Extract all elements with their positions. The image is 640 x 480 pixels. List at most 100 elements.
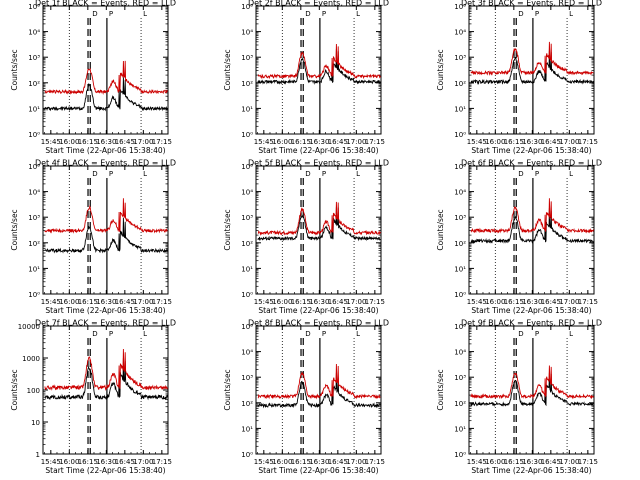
- y-tick-label: 10³: [454, 374, 466, 382]
- x-tick-label: 16:30: [96, 298, 116, 306]
- y-tick-label: 10²: [241, 240, 253, 248]
- y-tick-label: 10⁰: [241, 291, 253, 299]
- marker-label-l: L: [569, 330, 573, 338]
- x-tick-label: 15:45: [467, 298, 487, 306]
- x-tick-label: 16:15: [504, 298, 524, 306]
- plot-frame: [42, 5, 169, 135]
- x-tick-label: 17:00: [133, 458, 153, 466]
- y-tick-label: 10⁰: [454, 131, 466, 139]
- x-tick-label: 17:15: [578, 298, 598, 306]
- plot-title: Det 2f BLACK = Events, RED = LLD: [248, 0, 389, 8]
- plot-frame: [255, 165, 382, 295]
- x-tick-label: 17:15: [152, 138, 172, 146]
- marker-label-p: P: [322, 10, 326, 18]
- x-tick-label: 16:45: [328, 298, 348, 306]
- x-tick-label: 17:00: [133, 298, 153, 306]
- panel-det-8: Det 8f BLACK = Events, RED = LLD 10⁰ 10¹ 10…: [223, 319, 389, 476]
- x-tick-label: 17:15: [365, 298, 385, 306]
- x-tick-label: 15:45: [467, 458, 487, 466]
- y-tick-label: 10000: [18, 323, 40, 331]
- y-tick-label: 1000: [22, 355, 40, 363]
- marker-label-p: P: [109, 330, 113, 338]
- y-tick-label: 10¹: [241, 425, 253, 433]
- x-axis-label: Start Time (22-Apr-06 15:38:40): [258, 466, 378, 475]
- panel-det-2: Det 2f BLACK = Events, RED = LLD 10⁰ 10¹ 10…: [223, 0, 389, 155]
- marker-label-l: L: [143, 330, 147, 338]
- panel-det-5: Det 5f BLACK = Events, RED = LLD 10⁰ 10¹ 10…: [223, 159, 389, 316]
- y-tick-label: 10²: [28, 80, 40, 88]
- marker-label-l: L: [356, 10, 360, 18]
- y-axis-label: Counts/sec: [10, 209, 19, 250]
- y-tick-label: 10³: [241, 54, 253, 62]
- x-tick-label: 16:15: [78, 458, 98, 466]
- y-tick-label: 10¹: [241, 265, 253, 273]
- panel-det-7: Det 7f BLACK = Events, RED = LLD 1 10 100 10…: [10, 319, 176, 476]
- x-axis-label: Start Time (22-Apr-06 15:38:40): [471, 306, 591, 315]
- y-axis-label: Counts/sec: [436, 49, 445, 90]
- x-tick-label: 17:00: [559, 458, 579, 466]
- y-tick-label: 10⁴: [241, 189, 253, 197]
- series-line-lld: [257, 43, 381, 80]
- x-tick-label: 16:15: [291, 298, 311, 306]
- x-tick-label: 15:45: [467, 138, 487, 146]
- x-tick-label: 16:15: [504, 138, 524, 146]
- y-tick-label: 10⁵: [241, 3, 253, 11]
- x-tick-label: 16:30: [309, 298, 329, 306]
- series-line-lld: [257, 363, 381, 400]
- plot-title: Det 7f BLACK = Events, RED = LLD: [35, 319, 176, 328]
- x-tick-label: 16:30: [522, 138, 542, 146]
- y-tick-label: 10⁴: [241, 349, 253, 357]
- x-tick-label: 16:30: [522, 458, 542, 466]
- y-tick-label: 10⁴: [454, 29, 466, 37]
- x-tick-label: 16:00: [272, 138, 292, 146]
- x-tick-label: 16:45: [328, 138, 348, 146]
- y-axis-label: Counts/sec: [10, 369, 19, 410]
- x-tick-label: 17:15: [578, 458, 598, 466]
- y-tick-label: 10⁴: [241, 29, 253, 37]
- x-tick-label: 16:00: [59, 458, 79, 466]
- marker-label-l: L: [143, 10, 147, 18]
- x-tick-label: 16:30: [522, 298, 542, 306]
- series-line-events: [44, 358, 168, 401]
- x-tick-label: 17:00: [346, 138, 366, 146]
- x-tick-label: 17:00: [559, 298, 579, 306]
- y-tick-label: 10⁴: [454, 189, 466, 197]
- x-tick-label: 16:15: [78, 298, 98, 306]
- y-tick-label: 10⁵: [454, 163, 466, 171]
- x-tick-label: 16:45: [115, 138, 135, 146]
- series-line-events: [44, 217, 168, 254]
- series-line-events: [470, 372, 594, 408]
- panel-det-6: Det 6f BLACK = Events, RED = LLD 10⁰ 10¹ 10…: [436, 159, 602, 316]
- y-axis-label: Counts/sec: [223, 369, 232, 410]
- y-tick-label: 10²: [454, 400, 466, 408]
- x-tick-label: 17:15: [152, 458, 172, 466]
- x-tick-label: 15:45: [254, 458, 274, 466]
- plot-title: Det 6f BLACK = Events, RED = LLD: [461, 159, 602, 168]
- y-tick-label: 10²: [241, 400, 253, 408]
- x-tick-label: 15:45: [41, 298, 61, 306]
- plot-frame: [468, 325, 595, 455]
- series-line-events: [257, 372, 381, 409]
- plot-frame: [468, 165, 595, 295]
- y-tick-label: 10³: [454, 54, 466, 62]
- y-tick-label: 10¹: [454, 425, 466, 433]
- y-tick-label: 10: [31, 419, 40, 427]
- y-axis-label: Counts/sec: [10, 49, 19, 90]
- y-tick-label: 10¹: [241, 105, 253, 113]
- plot-title: Det 3f BLACK = Events, RED = LLD: [461, 0, 602, 8]
- marker-label-p: P: [322, 330, 326, 338]
- marker-label-d: D: [518, 170, 523, 178]
- x-tick-label: 16:30: [309, 458, 329, 466]
- plot-title: Det 5f BLACK = Events, RED = LLD: [248, 159, 389, 168]
- y-tick-label: 10³: [241, 214, 253, 222]
- x-tick-label: 16:15: [291, 458, 311, 466]
- marker-label-l: L: [569, 10, 573, 18]
- x-tick-label: 16:00: [59, 138, 79, 146]
- y-tick-label: 10⁵: [28, 3, 40, 11]
- series-line-lld: [470, 198, 594, 234]
- series-line-events: [470, 208, 594, 244]
- x-axis-label: Start Time (22-Apr-06 15:38:40): [471, 146, 591, 155]
- x-tick-label: 17:15: [578, 138, 598, 146]
- y-tick-label: 1: [36, 451, 40, 459]
